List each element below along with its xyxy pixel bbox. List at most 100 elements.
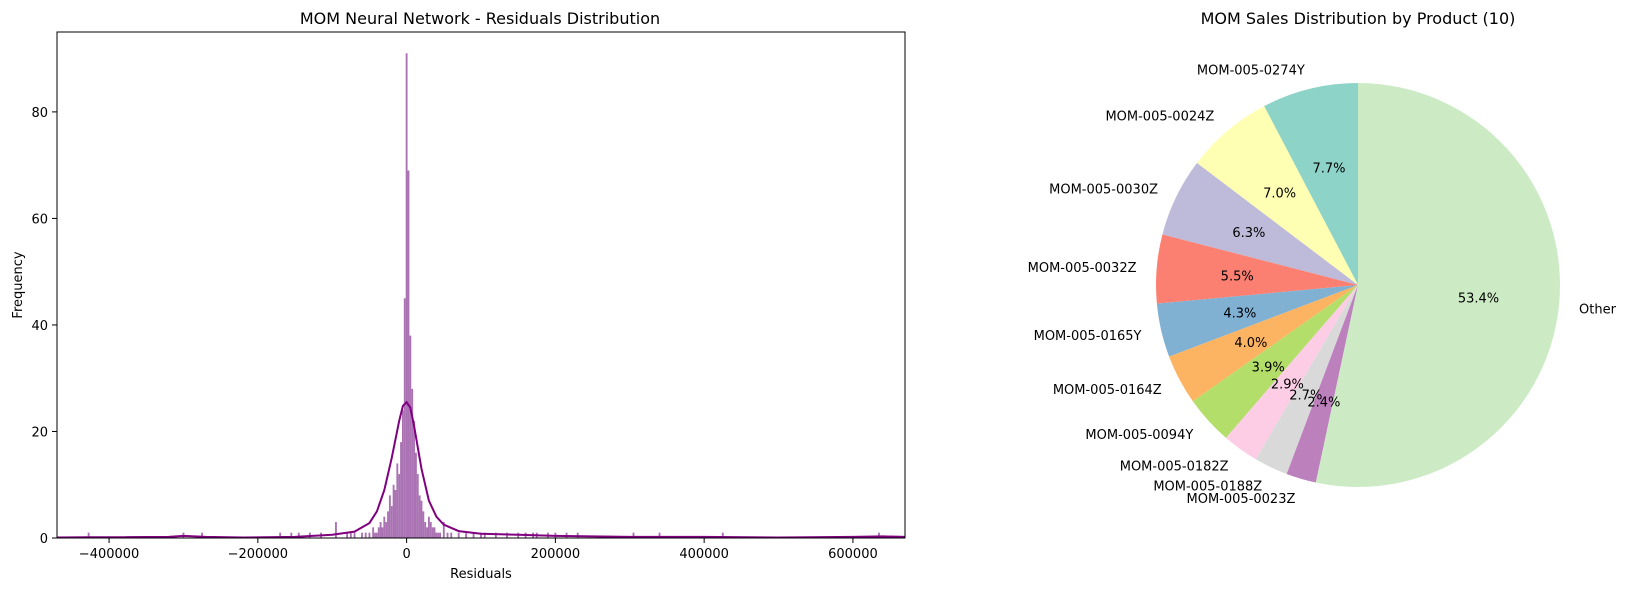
histogram-bar <box>379 522 382 538</box>
histogram-x-tick-label: −400000 <box>79 547 140 562</box>
histogram-bar <box>424 522 427 538</box>
histogram-bar <box>400 442 402 538</box>
histogram-x-tick-label: 200000 <box>531 547 581 562</box>
pie-slices <box>1156 83 1561 487</box>
pie-slice <box>1315 83 1561 487</box>
histogram-bar <box>405 53 408 538</box>
histogram-bar <box>290 532 293 538</box>
pie-percent-label: 53.4% <box>1458 292 1499 307</box>
histogram-x-tick-label: 400000 <box>679 547 729 562</box>
histogram-bar <box>364 532 367 538</box>
histogram-bar <box>450 532 453 538</box>
histogram-bar <box>429 522 432 538</box>
pie-labels: 7.7% MOM-005-0274Y 7.0% MOM-005-0024Z 6.3% MO… <box>1028 63 1617 507</box>
pie-category-label: MOM-005-0165Y <box>1034 329 1142 344</box>
histogram-y-tick-label: 20 <box>31 425 48 440</box>
histogram-bar <box>413 420 415 538</box>
pie-slice <box>1192 285 1358 438</box>
pie-percent-label: 3.9% <box>1252 360 1285 375</box>
histogram-bar <box>368 532 371 538</box>
histogram-bar <box>390 506 393 538</box>
histogram-bar <box>465 532 468 538</box>
pie-slice <box>1169 285 1358 402</box>
histogram-x-ticks: −400000 −200000 0 200000 400000 600000 <box>79 538 878 562</box>
histogram-y-tick-label: 0 <box>40 532 48 547</box>
pie-category-label: MOM-005-0030Z <box>1049 182 1158 197</box>
histogram-bar <box>420 500 423 538</box>
histogram-bar <box>426 527 428 538</box>
histogram-bar <box>418 495 421 538</box>
histogram-bar <box>279 532 282 538</box>
pie-category-label: MOM-005-0182Z <box>1120 460 1229 475</box>
histogram-bar <box>396 463 399 538</box>
histogram-bar <box>87 532 90 538</box>
kde-curve <box>56 400 906 539</box>
histogram-bar <box>437 532 440 538</box>
histogram-x-axis-label: Residuals <box>450 567 512 582</box>
pie-category-label: MOM-005-0164Z <box>1053 383 1162 398</box>
histogram-bar <box>416 474 419 538</box>
histogram-bar <box>439 532 442 538</box>
histogram-bar <box>433 527 436 538</box>
histogram-bar <box>403 298 406 538</box>
histogram-bar <box>472 532 475 538</box>
histogram-bar <box>411 388 414 538</box>
histogram-bar <box>388 495 391 538</box>
histogram-bar <box>375 532 378 538</box>
histogram-bar <box>377 527 380 538</box>
histogram-bar <box>431 527 434 538</box>
histogram-bar <box>422 511 425 538</box>
pie-category-label: MOM-005-0274Y <box>1197 63 1305 78</box>
histogram-x-tick-label: −200000 <box>228 547 289 562</box>
sales-pie-panel: MOM Sales Distribution by Product (10) 7… <box>1028 9 1617 507</box>
histogram-bar <box>335 522 337 538</box>
histogram-bars <box>87 53 880 539</box>
pie-title: MOM Sales Distribution by Product (10) <box>1201 9 1516 28</box>
histogram-bar <box>346 532 349 538</box>
histogram-bar <box>361 532 363 538</box>
pie-slice <box>1156 234 1358 304</box>
histogram-bar <box>387 511 389 538</box>
histogram-y-tick-label: 80 <box>31 106 48 121</box>
histogram-bar <box>428 516 430 538</box>
histogram-bar <box>392 484 395 538</box>
pie-percent-label: 6.3% <box>1232 226 1265 241</box>
histogram-bar <box>394 490 397 538</box>
histogram-bar <box>632 532 635 538</box>
pie-category-label: MOM-005-0024Z <box>1105 110 1214 125</box>
pie-percent-label: 2.4% <box>1307 395 1340 410</box>
pie-category-label: MOM-005-0023Z <box>1187 492 1296 507</box>
histogram-bar <box>480 532 482 538</box>
pie-percent-label: 7.0% <box>1263 187 1296 202</box>
histogram-x-tick-label: 0 <box>402 547 410 562</box>
histogram-bar <box>442 522 445 538</box>
pie-category-label: MOM-005-0094Y <box>1085 428 1193 443</box>
pie-slice <box>1162 163 1358 285</box>
pie-slice <box>1225 285 1358 460</box>
histogram-y-tick-label: 60 <box>31 212 48 227</box>
pie-category-label: Other <box>1579 302 1617 317</box>
histogram-bar <box>383 516 386 538</box>
histogram-bar <box>381 527 384 538</box>
histogram-bar <box>494 532 497 538</box>
histogram-bar <box>201 532 203 538</box>
histogram-bar <box>721 532 724 538</box>
histogram-y-tick-label: 40 <box>31 319 48 334</box>
histogram-bar <box>372 527 375 538</box>
histogram-bar <box>446 532 449 538</box>
histogram-y-axis-label: Frequency <box>11 251 26 318</box>
histogram-x-tick-label: 600000 <box>828 547 878 562</box>
histogram-y-ticks: 0 20 40 60 80 <box>31 106 57 547</box>
histogram-bar <box>385 522 388 538</box>
histogram-bar <box>878 532 880 538</box>
histogram-bar <box>414 452 417 538</box>
pie-percent-label: 4.3% <box>1223 306 1256 321</box>
histogram-bar <box>407 170 410 539</box>
histogram-bar <box>435 532 438 538</box>
pie-category-label: MOM-005-0188Z <box>1153 480 1262 495</box>
pie-slice <box>1196 106 1358 285</box>
histogram-bar <box>658 532 661 538</box>
pie-percent-label: 5.5% <box>1221 269 1254 284</box>
histogram-bar <box>457 532 460 538</box>
